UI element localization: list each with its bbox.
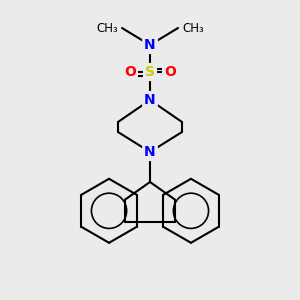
Text: CH₃: CH₃ [182,22,204,34]
Text: S: S [145,65,155,79]
Text: N: N [144,145,156,159]
Text: O: O [124,65,136,79]
Text: O: O [164,65,176,79]
Text: N: N [144,93,156,107]
Text: CH₃: CH₃ [96,22,118,34]
Text: N: N [144,38,156,52]
